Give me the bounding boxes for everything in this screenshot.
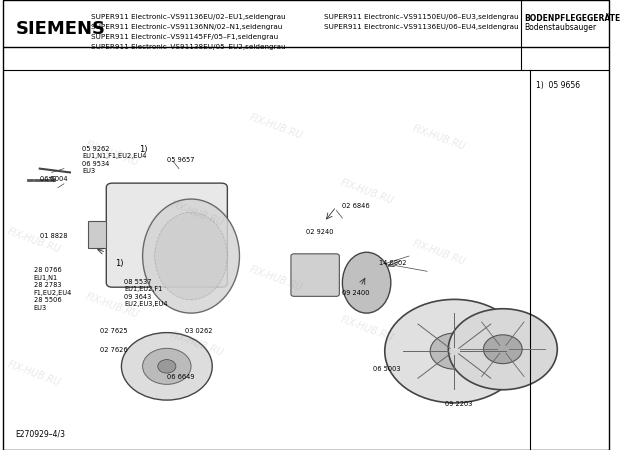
Text: SUPER911 Electronic–VS91138EU/05–EU2,seidengrau: SUPER911 Electronic–VS91138EU/05–EU2,sei… xyxy=(91,44,286,50)
Text: 02 7625: 02 7625 xyxy=(100,328,128,334)
Circle shape xyxy=(385,299,524,403)
Text: 1): 1) xyxy=(139,145,148,154)
Text: FIX-HUB.RU: FIX-HUB.RU xyxy=(169,329,225,358)
Circle shape xyxy=(430,333,479,369)
Text: 1)  05 9656: 1) 05 9656 xyxy=(536,81,580,90)
Circle shape xyxy=(483,335,522,364)
Text: SUPER911 Electronic–VS91150EU/06–EU3,seidengrau: SUPER911 Electronic–VS91150EU/06–EU3,sei… xyxy=(324,14,519,20)
Text: FIX-HUB.RU: FIX-HUB.RU xyxy=(169,200,225,229)
Ellipse shape xyxy=(342,252,391,313)
Circle shape xyxy=(448,309,557,390)
Text: FIX-HUB.RU: FIX-HUB.RU xyxy=(85,139,141,168)
Circle shape xyxy=(158,360,176,373)
Text: SUPER911 Electronic–VS91145FF/05–F1,seidengrau: SUPER911 Electronic–VS91145FF/05–F1,seid… xyxy=(91,34,279,40)
Text: 03 0262: 03 0262 xyxy=(185,328,212,334)
Circle shape xyxy=(121,333,212,400)
Bar xyxy=(88,221,106,248)
Text: 01 8828: 01 8828 xyxy=(39,233,67,239)
Text: FIX-HUB.RU: FIX-HUB.RU xyxy=(338,177,394,206)
FancyBboxPatch shape xyxy=(291,254,340,297)
Text: FIX-HUB.RU: FIX-HUB.RU xyxy=(411,124,467,153)
Text: SUPER911 Electronic–VS91136EU/02–EU1,seidengrau: SUPER911 Electronic–VS91136EU/02–EU1,sei… xyxy=(91,14,286,20)
Text: 06 6649: 06 6649 xyxy=(167,374,195,380)
Text: 09 2400: 09 2400 xyxy=(342,290,370,296)
Text: Bodenstaubsauger: Bodenstaubsauger xyxy=(524,22,596,32)
Text: FIX-HUB.RU: FIX-HUB.RU xyxy=(6,227,62,255)
FancyBboxPatch shape xyxy=(106,183,227,287)
Text: 05 9262
EU1,N1,F1,EU2,EU4
06 9534
EU3: 05 9262 EU1,N1,F1,EU2,EU4 06 9534 EU3 xyxy=(82,146,146,174)
Text: 14 0802: 14 0802 xyxy=(378,260,406,266)
Text: FIX-HUB.RU: FIX-HUB.RU xyxy=(338,314,394,342)
Text: FIX-HUB.RU: FIX-HUB.RU xyxy=(85,291,141,320)
Text: FIX-HUB.RU: FIX-HUB.RU xyxy=(248,265,304,293)
Text: FIX-HUB.RU: FIX-HUB.RU xyxy=(248,112,304,141)
Text: 08 5537
EU1,EU2,F1
09 3643
EU2,EU3,EU4: 08 5537 EU1,EU2,F1 09 3643 EU2,EU3,EU4 xyxy=(125,279,168,307)
Text: 05 9657: 05 9657 xyxy=(167,157,195,163)
Ellipse shape xyxy=(142,199,240,313)
Text: SUPER911 Electronic–VS91136EU/06–EU4,seidengrau: SUPER911 Electronic–VS91136EU/06–EU4,sei… xyxy=(324,24,519,30)
Circle shape xyxy=(142,348,191,384)
Text: FIX-HUB.RU: FIX-HUB.RU xyxy=(411,238,467,266)
Text: 1): 1) xyxy=(115,259,124,268)
Text: 28 0766
EU1,N1
28 2783
F1,EU2,EU4
28 5506
EU3: 28 0766 EU1,N1 28 2783 F1,EU2,EU4 28 550… xyxy=(34,267,72,311)
Text: SIEMENS: SIEMENS xyxy=(15,20,106,38)
Text: 09 2203: 09 2203 xyxy=(445,400,473,406)
Ellipse shape xyxy=(155,212,227,300)
Text: FIX-HUB.RU: FIX-HUB.RU xyxy=(6,360,62,388)
Text: SUPER911 Electronic–VS91136NN/02–N1,seidengrau: SUPER911 Electronic–VS91136NN/02–N1,seid… xyxy=(91,24,282,30)
Text: 06 5003: 06 5003 xyxy=(373,366,400,372)
Text: 02 9240: 02 9240 xyxy=(306,230,333,235)
Text: 06 5004: 06 5004 xyxy=(39,176,67,182)
Text: 02 6846: 02 6846 xyxy=(342,203,370,209)
Text: E270929–4/3: E270929–4/3 xyxy=(15,430,66,439)
Text: 02 7626: 02 7626 xyxy=(100,347,128,353)
Text: BODENPFLEGEGERÄTE: BODENPFLEGEGERÄTE xyxy=(524,14,620,23)
